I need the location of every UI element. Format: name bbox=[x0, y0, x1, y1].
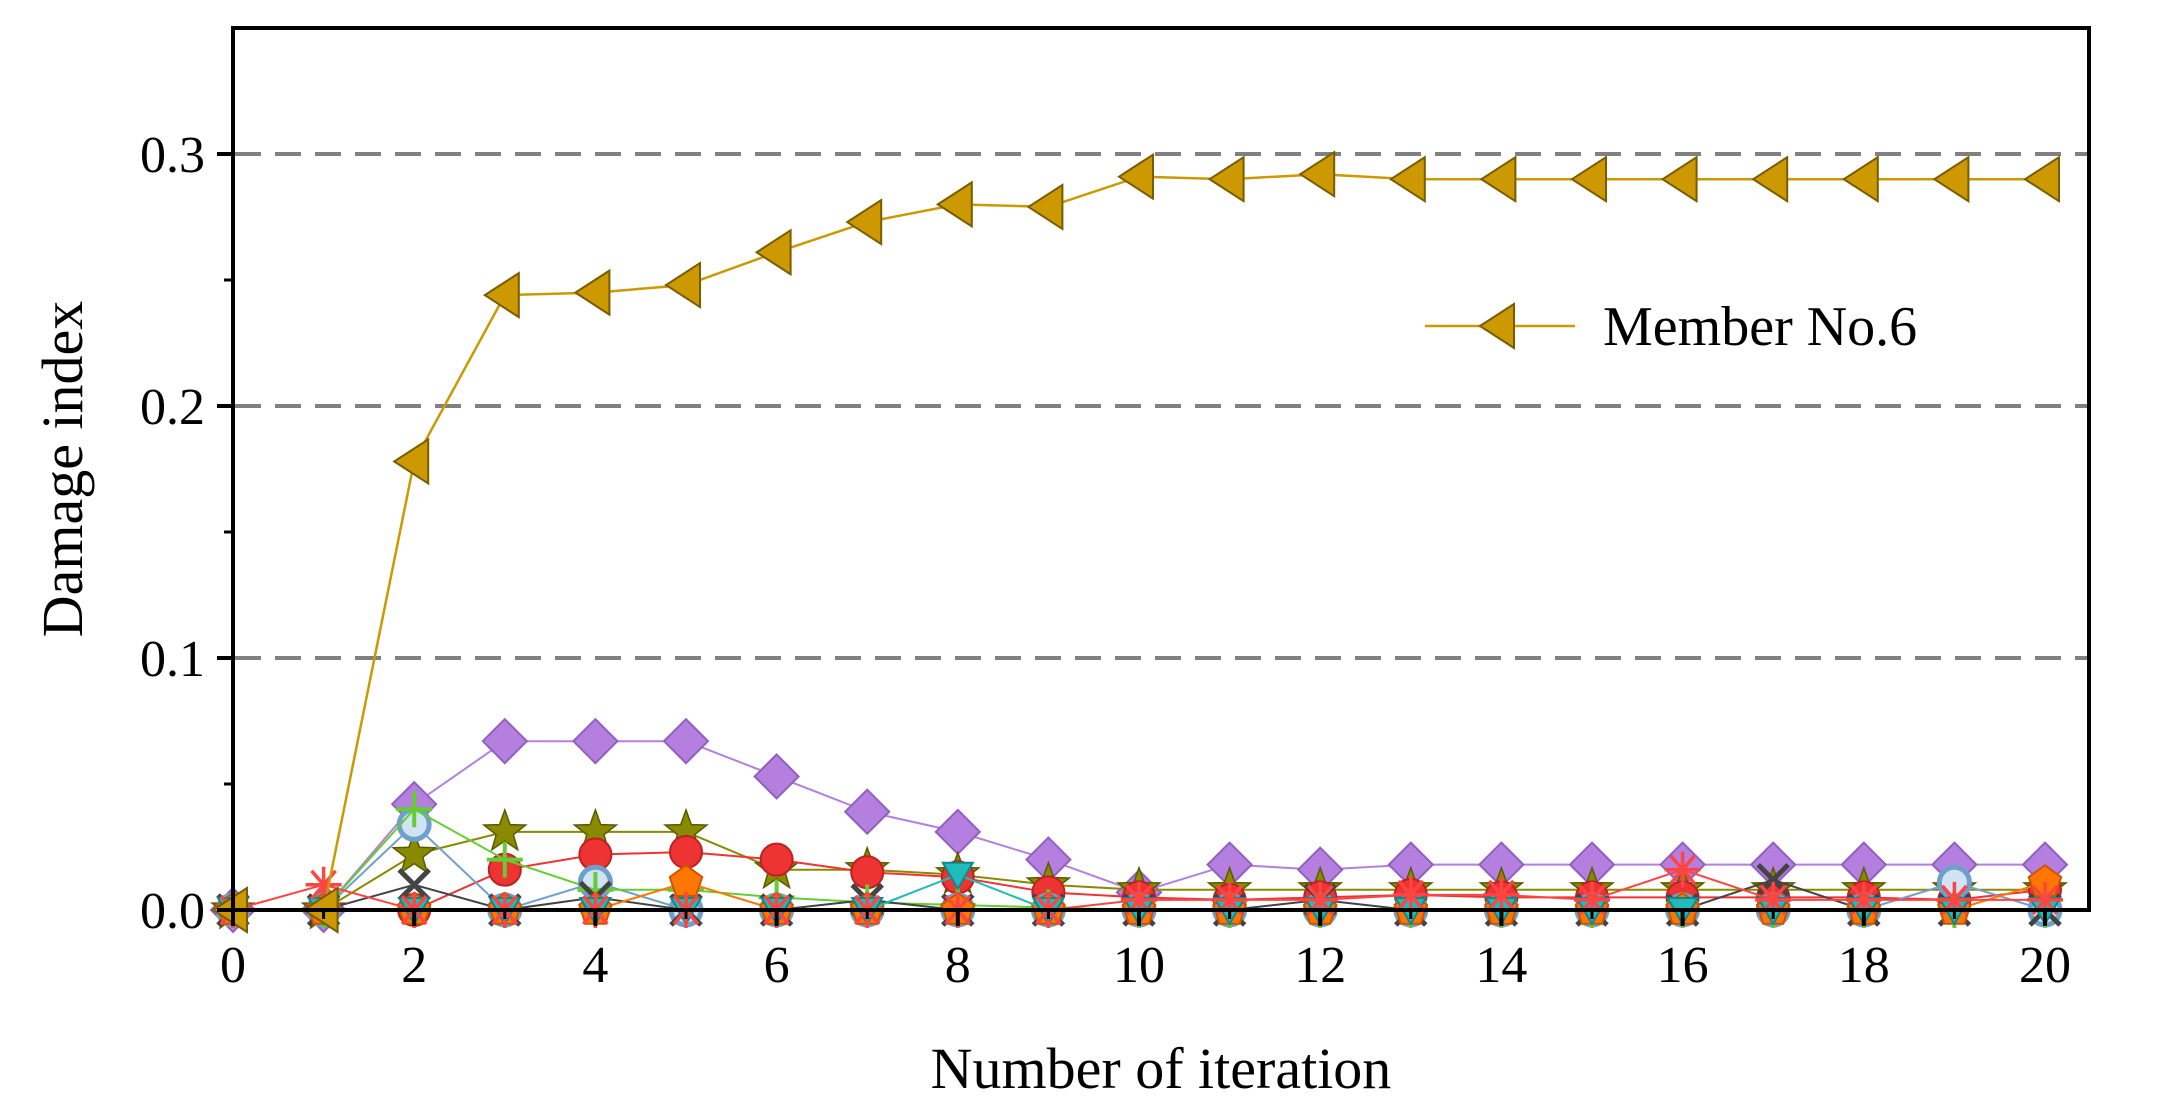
data-point bbox=[1302, 881, 1339, 918]
data-point bbox=[397, 868, 431, 902]
data-point bbox=[482, 271, 520, 319]
x-tick-label-10: 20 bbox=[2019, 937, 2071, 994]
data-point bbox=[391, 830, 438, 875]
data-point bbox=[1664, 851, 1701, 888]
x-tick-label-4: 8 bbox=[945, 937, 971, 994]
data-point bbox=[1479, 155, 1517, 204]
y-axis-title: Damage index bbox=[30, 301, 95, 638]
data-point bbox=[669, 835, 703, 870]
data-point bbox=[759, 842, 794, 877]
data-point bbox=[305, 866, 342, 903]
data-point bbox=[1845, 881, 1882, 918]
data-point bbox=[486, 841, 523, 878]
data-point bbox=[573, 268, 611, 317]
x-tick-label-3: 6 bbox=[764, 937, 790, 994]
x-tick-label-6: 12 bbox=[1294, 937, 1346, 994]
data-point bbox=[392, 437, 430, 486]
data-point bbox=[1026, 183, 1064, 231]
data-point bbox=[1660, 155, 1698, 204]
data-point bbox=[2027, 881, 2063, 918]
x-tick-label-7: 14 bbox=[1475, 937, 1527, 994]
data-point bbox=[1211, 881, 1248, 918]
legend-marker bbox=[1478, 302, 1515, 350]
y-tick-label-1: 0.1 bbox=[140, 631, 205, 688]
data-point bbox=[1574, 881, 1610, 918]
data-point bbox=[1483, 876, 1520, 913]
x-tick-label-5: 10 bbox=[1113, 937, 1165, 994]
x-tick-label-2: 4 bbox=[582, 937, 608, 994]
x-tick-label-0: 0 bbox=[220, 937, 246, 994]
axis-ticks: 0 2 4 6 8 10 12 14 16 18 20 0.0 0.1 0.2 0.3 bbox=[140, 127, 2071, 994]
data-point bbox=[664, 261, 701, 309]
data-point bbox=[396, 791, 433, 828]
data-point bbox=[1841, 155, 1879, 204]
series-member-no-6 bbox=[211, 150, 2060, 934]
data-point bbox=[1388, 155, 1426, 204]
data-point bbox=[481, 807, 528, 852]
data-point bbox=[1570, 155, 1607, 204]
data-point bbox=[850, 855, 885, 890]
x-tick-label-9: 18 bbox=[1838, 937, 1890, 994]
data-series bbox=[209, 150, 2069, 934]
plot-frame bbox=[231, 26, 2091, 912]
data-point bbox=[1117, 152, 1154, 201]
x-tick-label-1: 2 bbox=[401, 937, 427, 994]
data-point bbox=[753, 753, 801, 800]
data-point bbox=[1298, 150, 1336, 198]
legend-label: Member No.6 bbox=[1603, 296, 1917, 358]
data-point bbox=[662, 717, 710, 765]
legend: Member No.6 bbox=[1425, 296, 1917, 358]
data-point bbox=[935, 180, 973, 229]
data-point bbox=[481, 717, 529, 765]
data-point bbox=[2023, 155, 2060, 204]
data-point bbox=[845, 198, 883, 246]
data-point bbox=[941, 861, 975, 891]
data-point bbox=[843, 788, 891, 836]
x-tick-label-8: 16 bbox=[1657, 937, 1709, 994]
data-point bbox=[1932, 155, 1970, 204]
y-tick-label-3: 0.3 bbox=[140, 127, 205, 184]
data-point bbox=[1207, 155, 1245, 204]
data-point bbox=[1936, 881, 1973, 918]
data-point bbox=[1751, 155, 1789, 204]
data-point bbox=[1755, 881, 1792, 918]
data-point bbox=[1121, 881, 1157, 918]
data-point bbox=[754, 228, 792, 277]
y-tick-label-2: 0.2 bbox=[140, 379, 205, 436]
x-axis-title: Number of iteration bbox=[931, 1036, 1392, 1101]
data-point bbox=[571, 717, 619, 765]
y-tick-label-0: 0.0 bbox=[140, 883, 205, 940]
grid-lines bbox=[235, 152, 2087, 660]
data-point bbox=[1392, 876, 1429, 913]
